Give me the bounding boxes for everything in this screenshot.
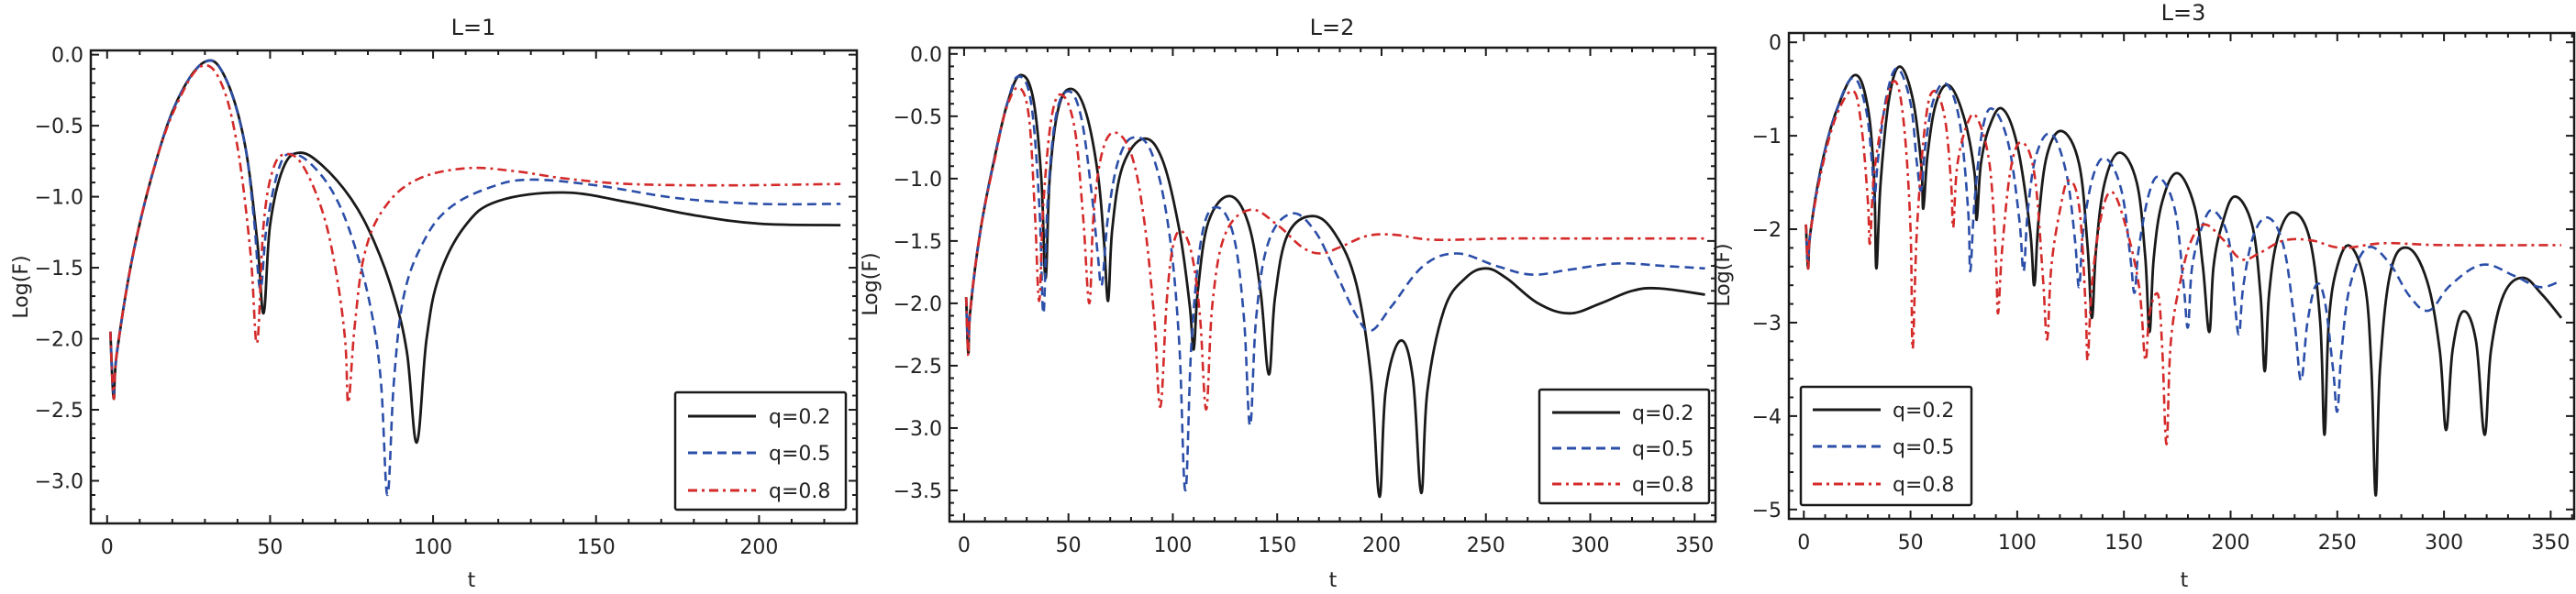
plot-curves — [108, 59, 841, 497]
y-tick-label: −1.0 — [894, 169, 942, 192]
legend: q=0.2 q=0.5 q=0.8 — [1799, 385, 1973, 507]
chart-title: L=2 — [1310, 15, 1355, 40]
series-line-q08 — [109, 63, 841, 404]
x-tick-label: 350 — [2531, 532, 2570, 555]
y-tick-label: −3.0 — [35, 471, 83, 494]
x-tick-label: 50 — [1898, 532, 1924, 555]
plot-frame — [89, 49, 859, 525]
x-tick-label: 200 — [739, 536, 778, 559]
panel-l1: L=1 Log(F) t 0 50 100 150 200 0.0 −0.5 −1.0 −1.5… — [10, 15, 859, 592]
x-axis-label: t — [1329, 569, 1338, 592]
y-tick-label: −3 — [1752, 313, 1782, 336]
x-tick-label: 300 — [1571, 534, 1609, 557]
y-axis-label: Log(F) — [860, 252, 883, 315]
x-tick-label: 100 — [1153, 534, 1192, 557]
y-tick-label: −3.0 — [894, 418, 942, 441]
legend-box — [1799, 385, 1973, 507]
x-tick-label: 200 — [1362, 534, 1401, 557]
y-tick-label: −2.0 — [894, 293, 942, 316]
x-tick-label: 350 — [1675, 534, 1714, 557]
x-tick-label: 200 — [2212, 532, 2250, 555]
y-tick-label: −2.0 — [35, 329, 83, 352]
y-tick-label: −2 — [1752, 219, 1782, 242]
legend-label-q05: q=0.5 — [1893, 436, 1954, 459]
y-tick-label: −1.5 — [35, 258, 83, 280]
y-axis-label: Log(F) — [1712, 243, 1735, 306]
plot-curves — [1804, 65, 2563, 497]
panel-l3: L=3 Log(F) t 0 50 100 150 200 250 300 350 0 −1 −2 −… — [1712, 0, 2576, 592]
x-tick-label: 0 — [101, 536, 114, 559]
legend-label-q08: q=0.8 — [769, 480, 830, 503]
y-tick-label: 0 — [1769, 32, 1782, 55]
plot-frame — [948, 46, 1717, 523]
x-tick-label: 150 — [2104, 532, 2143, 555]
legend-label-q05: q=0.5 — [1632, 438, 1693, 461]
series-line-q02 — [964, 73, 1705, 499]
y-tick-label: −3.5 — [894, 480, 942, 503]
x-axis-label: t — [468, 569, 476, 592]
legend-label-q02: q=0.2 — [1632, 402, 1693, 425]
panel-l2: L=2 Log(F) t 0 50 100 150 200 250 300 350 0.0 −0.… — [860, 15, 1717, 592]
series-line-q05 — [1804, 67, 2562, 413]
y-tick-label: −2.5 — [35, 400, 83, 423]
y-tick-label: −1.5 — [894, 231, 942, 254]
x-tick-label: 250 — [1467, 534, 1505, 557]
series-line-q08 — [964, 86, 1705, 411]
plot-frame — [1787, 31, 2576, 521]
chart-title: L=1 — [451, 15, 496, 40]
series-line-q08 — [1804, 80, 2562, 446]
y-tick-label: 0.0 — [51, 45, 83, 68]
axis-ticks: 0 50 100 150 200 250 300 350 0 −1 −2 −3 −4 −5 — [1752, 32, 2574, 555]
y-tick-label: −1 — [1752, 126, 1782, 148]
y-tick-label: −0.5 — [35, 116, 83, 138]
y-axis-label: Log(F) — [10, 255, 33, 318]
x-tick-label: 150 — [577, 536, 616, 559]
y-tick-label: −2.5 — [894, 356, 942, 379]
x-tick-label: 50 — [257, 536, 283, 559]
legend-box — [673, 390, 848, 512]
x-tick-label: 100 — [414, 536, 452, 559]
y-tick-label: −5 — [1752, 500, 1782, 522]
y-tick-label: −0.5 — [894, 106, 942, 129]
y-tick-label: −4 — [1752, 406, 1782, 429]
plot-curves — [964, 73, 1705, 499]
chart-title: L=3 — [2161, 0, 2206, 26]
x-tick-label: 0 — [1797, 532, 1810, 555]
series-line-q05 — [964, 75, 1705, 492]
series-line-q02 — [108, 59, 841, 445]
legend-label-q02: q=0.2 — [1893, 400, 1954, 423]
x-tick-label: 300 — [2425, 532, 2463, 555]
x-tick-label: 0 — [958, 534, 971, 557]
y-tick-label: −1.0 — [35, 187, 83, 210]
legend: q=0.2 q=0.5 q=0.8 — [673, 390, 848, 512]
legend-label-q08: q=0.8 — [1893, 474, 1954, 497]
series-line-q05 — [109, 59, 841, 497]
legend-label-q05: q=0.5 — [769, 443, 830, 466]
legend-box — [1538, 388, 1711, 505]
x-tick-label: 100 — [1998, 532, 2037, 555]
axis-ticks: 0 50 100 150 200 0.0 −0.5 −1.0 −1.5 −2.0 −2.5 −3.0 — [35, 45, 858, 559]
x-tick-label: 150 — [1258, 534, 1296, 557]
legend-label-q08: q=0.8 — [1632, 474, 1693, 497]
x-tick-label: 250 — [2318, 532, 2357, 555]
legend-label-q02: q=0.2 — [769, 406, 830, 429]
legend: q=0.2 q=0.5 q=0.8 — [1538, 388, 1711, 505]
y-tick-label: 0.0 — [910, 44, 942, 67]
x-tick-label: 50 — [1056, 534, 1082, 557]
x-axis-label: t — [2181, 569, 2189, 592]
